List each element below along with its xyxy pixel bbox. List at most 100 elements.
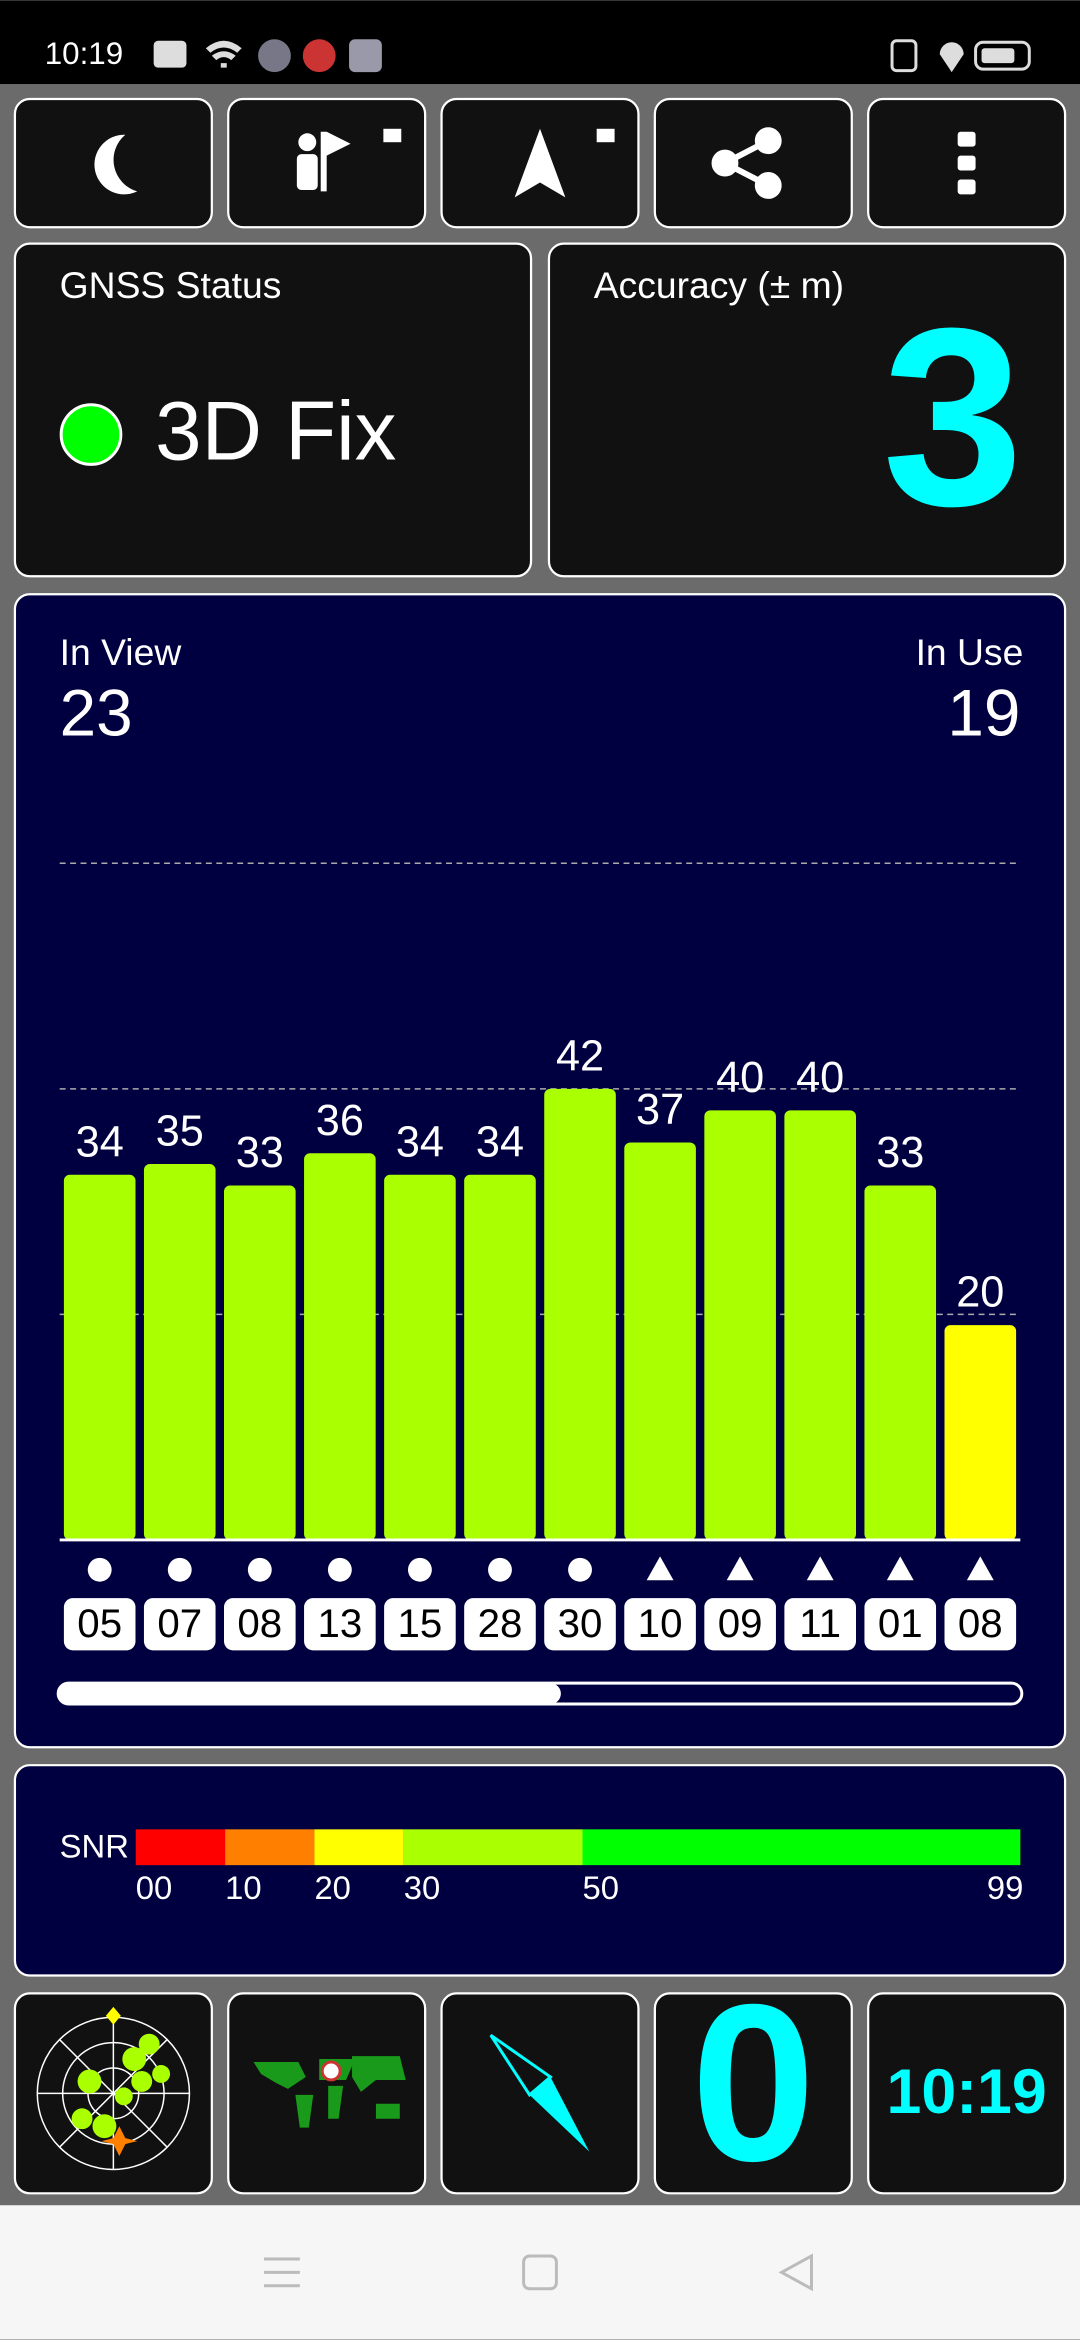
prn-label: 13 <box>317 1601 362 1646</box>
gnss-status-title: GNSS Status <box>60 264 282 306</box>
prn-label: 05 <box>77 1601 122 1646</box>
person-flag-icon <box>296 128 402 192</box>
bar <box>544 1088 616 1540</box>
speed-tile[interactable] <box>653 1992 853 2195</box>
constellation-marker <box>646 1556 674 1581</box>
prn-label: 07 <box>157 1601 202 1646</box>
constellation-marker <box>966 1556 994 1581</box>
moon-icon <box>94 134 138 195</box>
bar <box>224 1185 296 1540</box>
nav-icons <box>264 2253 813 2292</box>
nav-bar <box>0 2205 1080 2340</box>
snr-tick-label: 30 <box>404 1869 440 1906</box>
prn-box <box>864 1598 937 1651</box>
share-icon <box>711 127 782 199</box>
prn-box <box>784 1598 856 1651</box>
prn-label: 08 <box>237 1601 282 1646</box>
constellation-marker <box>407 1557 432 1582</box>
bar-value-label: 37 <box>636 1086 684 1134</box>
prn-box <box>304 1598 376 1651</box>
fix-indicator <box>59 403 123 466</box>
map-button[interactable] <box>227 1992 427 2195</box>
bar <box>704 1110 776 1540</box>
bar-value-label: 34 <box>396 1118 444 1166</box>
constellation-marker <box>167 1557 192 1582</box>
snr-bar-chart: 34 05 35 07 33 08 36 13 34 15 34 28 42 30 37 10 40 09 40 11… <box>59 862 1021 1651</box>
sky-plot-icon <box>36 2016 191 2171</box>
clock-value: 10:19 <box>887 2057 1047 2127</box>
bar <box>63 1174 136 1540</box>
snr-legend-panel <box>13 1764 1067 1977</box>
bar-value-label: 20 <box>956 1269 1004 1317</box>
prn-label: 11 <box>799 1601 841 1646</box>
nav-home[interactable] <box>522 2254 558 2291</box>
in-view-label: In View <box>60 631 183 673</box>
status-time: 10:19 <box>45 36 123 71</box>
bar <box>864 1185 937 1540</box>
bar-value-label: 33 <box>876 1129 924 1177</box>
share-button[interactable] <box>653 97 853 229</box>
constellation-marker <box>806 1556 834 1581</box>
bar <box>464 1174 536 1540</box>
sky-plot-satellites <box>71 2033 171 2139</box>
toolbar <box>13 97 1067 229</box>
snr-tick-label: 50 <box>583 1869 619 1906</box>
accuracy-panel <box>547 242 1067 578</box>
prn-box <box>704 1598 776 1651</box>
constellation-marker <box>488 1557 512 1582</box>
prn-box <box>143 1598 216 1651</box>
bar <box>304 1153 376 1540</box>
gnss-status-panel <box>13 242 533 578</box>
prn-label: 10 <box>638 1601 683 1646</box>
snr-color-segment <box>403 1829 583 1866</box>
prn-box <box>63 1598 136 1651</box>
nav-menu[interactable] <box>264 2257 300 2288</box>
snr-tick-label: 00 <box>136 1869 172 1906</box>
bar <box>624 1142 696 1540</box>
constellation-marker <box>726 1556 754 1581</box>
accuracy-value: 3 <box>882 275 1023 559</box>
status-icons <box>153 39 1031 73</box>
prn-box <box>544 1598 616 1651</box>
in-use-count: 19 <box>947 676 1020 749</box>
bar <box>384 1174 456 1540</box>
clock-tile[interactable] <box>867 1992 1067 2195</box>
prn-box <box>624 1598 696 1651</box>
snr-tick-label: 10 <box>225 1869 261 1906</box>
snr-color-segment <box>314 1829 404 1866</box>
bar-value-label: 42 <box>556 1032 604 1080</box>
snr-color-segment <box>225 1829 315 1866</box>
scrollbar-thumb[interactable] <box>58 1683 561 1705</box>
constellation-marker <box>327 1557 352 1582</box>
prn-label: 09 <box>718 1601 763 1646</box>
constellation-marker <box>87 1557 112 1582</box>
world-map-icon <box>253 2056 406 2128</box>
snr-color-segment <box>582 1829 1021 1866</box>
bar <box>784 1110 856 1540</box>
snr-scale: 00 10 20 30 50 99 <box>135 1829 1023 1906</box>
prn-label: 28 <box>478 1601 523 1646</box>
snr-tick-label: 20 <box>314 1869 350 1906</box>
bar-value-label: 36 <box>316 1097 364 1145</box>
menu-icon <box>957 131 976 195</box>
bar-value-label: 33 <box>236 1129 284 1177</box>
prn-box <box>464 1598 536 1651</box>
prn-box <box>384 1598 456 1651</box>
nav-back[interactable] <box>778 2253 813 2292</box>
arrow-icon <box>514 128 566 198</box>
compass-icon <box>489 2033 590 2152</box>
constellation-marker <box>886 1556 914 1581</box>
bar-value-label: 40 <box>716 1054 764 1102</box>
speed-value: 0 <box>691 1958 815 2208</box>
snr-label: SNR <box>60 1827 129 1864</box>
constellation-marker <box>247 1557 272 1582</box>
prn-box <box>224 1598 296 1651</box>
bar-value-label: 34 <box>76 1118 124 1166</box>
bar <box>944 1325 1017 1540</box>
in-view-count: 23 <box>60 676 133 749</box>
prn-label: 30 <box>558 1601 603 1646</box>
prn-box <box>944 1598 1017 1651</box>
prn-label: 15 <box>398 1601 443 1646</box>
